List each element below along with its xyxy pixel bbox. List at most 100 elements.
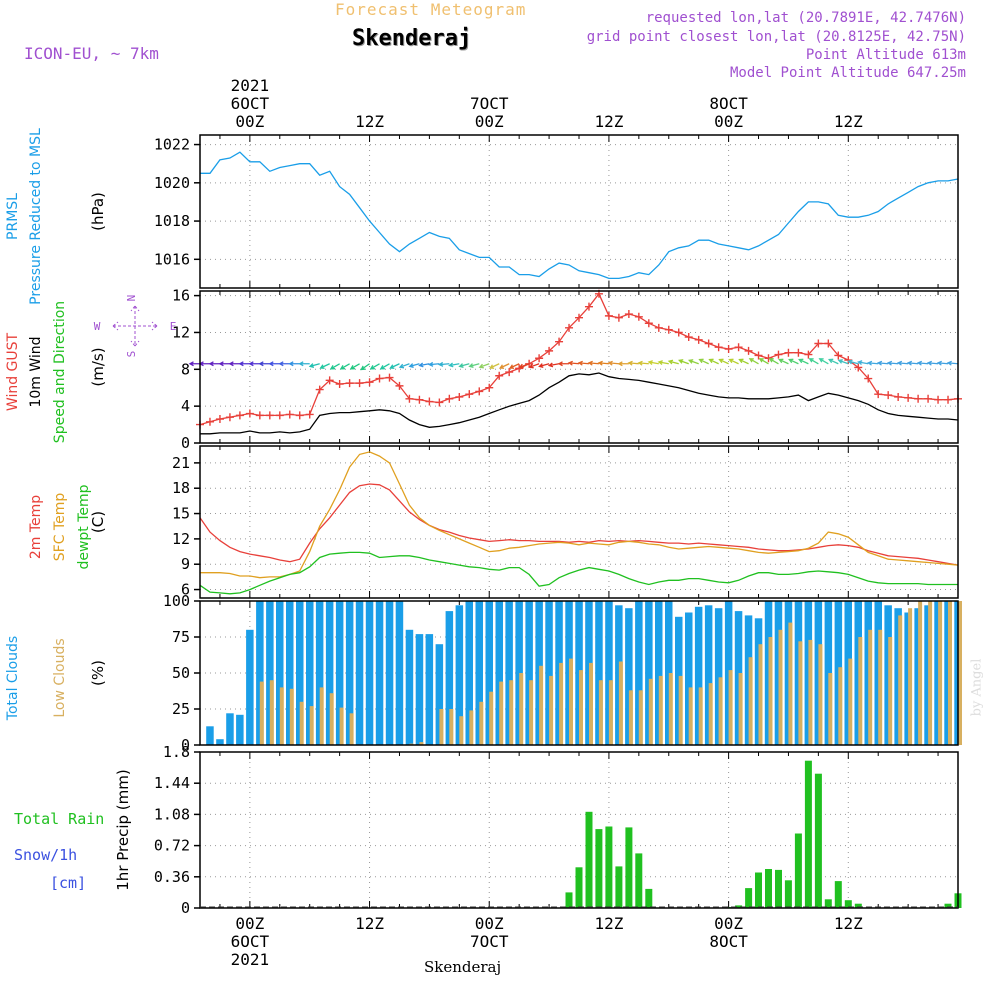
bar	[435, 644, 444, 745]
bar	[878, 629, 883, 745]
y-tick-label: 0.72	[154, 837, 190, 855]
bar	[824, 899, 832, 908]
wind-arrow	[228, 361, 240, 367]
top-time-label: 00Z	[475, 112, 504, 131]
wind-arrow	[567, 360, 580, 366]
bar	[694, 606, 703, 745]
panel-label: Total Rain	[14, 810, 104, 828]
gust-marker	[614, 313, 623, 322]
bar	[605, 601, 613, 745]
wind-arrow	[557, 361, 570, 367]
wind-arrow	[678, 359, 689, 365]
wind-arrow	[349, 363, 360, 370]
wind-arrow	[657, 360, 669, 366]
panel-label: dewpt Temp	[76, 484, 92, 569]
bar	[216, 739, 224, 745]
gust-marker	[704, 339, 713, 348]
bar	[375, 601, 384, 745]
wind-arrow	[597, 360, 609, 366]
panel-label: Speed and Direction	[52, 301, 68, 443]
bar	[455, 605, 464, 745]
gust-marker	[584, 302, 593, 311]
wind-arrow	[837, 359, 849, 365]
gust-marker	[654, 323, 663, 332]
bar	[774, 601, 783, 745]
bar	[638, 690, 643, 745]
wind-arrow	[758, 358, 769, 365]
bottom-time-label: 00Z	[235, 914, 264, 933]
bar	[365, 601, 374, 745]
wind-arrow	[768, 358, 779, 365]
wind-arrow	[468, 363, 480, 368]
wind-arrow	[528, 363, 540, 369]
bar	[775, 869, 782, 908]
bar	[499, 681, 504, 745]
bar	[948, 601, 952, 745]
bar	[349, 713, 354, 745]
bar	[685, 612, 693, 745]
gust-marker	[435, 398, 444, 407]
gust-marker	[575, 313, 583, 322]
bar	[266, 601, 274, 745]
bar	[625, 827, 633, 908]
bar	[898, 615, 903, 745]
gust-marker	[245, 409, 254, 418]
bar	[755, 872, 762, 908]
gust-marker	[255, 411, 264, 420]
gust-marker	[355, 379, 364, 388]
wind-arrow	[667, 359, 679, 365]
bar	[595, 829, 603, 908]
bar	[625, 608, 633, 745]
bar	[319, 687, 324, 745]
y-tick-label: 1022	[154, 136, 190, 154]
gust-marker	[644, 319, 653, 328]
y-tick-label: 0.36	[154, 868, 190, 886]
bar	[765, 869, 772, 908]
gust-marker	[425, 397, 434, 406]
wind-arrow	[518, 363, 530, 369]
gust-marker	[515, 364, 524, 373]
bar	[714, 608, 723, 745]
bar	[848, 658, 853, 745]
series-line	[199, 483, 959, 566]
y-tick-label: 75	[172, 628, 190, 646]
bar	[299, 701, 304, 745]
wind-arrow	[708, 358, 719, 365]
bar	[479, 701, 484, 745]
panel-label: Wind GUST	[5, 332, 21, 411]
wind-arrow	[698, 358, 709, 365]
bar	[286, 601, 294, 745]
wind-arrow	[788, 358, 799, 365]
gust-marker	[914, 394, 923, 403]
bar	[449, 709, 454, 745]
gust-marker	[884, 391, 893, 400]
series-line	[199, 292, 959, 426]
top-time-label: 12Z	[355, 112, 384, 131]
y-tick-label: 12	[172, 530, 190, 548]
bar	[834, 881, 842, 908]
panel-label: PRMSL	[5, 193, 21, 240]
panel-label: Total Clouds	[5, 636, 21, 721]
bar	[828, 673, 833, 745]
gust-marker	[525, 359, 534, 368]
gust-marker	[535, 354, 544, 363]
wind-arrow	[248, 361, 260, 367]
bar	[325, 601, 334, 745]
bar	[246, 629, 254, 745]
gust-marker	[784, 348, 793, 357]
bar	[615, 866, 623, 908]
gust-marker	[225, 413, 234, 422]
bottom-time-label: 7OCT	[470, 932, 509, 951]
wind-arrow	[379, 363, 390, 370]
header-requested: requested lon,lat (20.7891E, 42.7476N)	[645, 10, 966, 26]
wind-arrow	[808, 358, 819, 365]
bar	[844, 601, 852, 745]
bar	[236, 714, 244, 745]
y-tick-label: 6	[181, 581, 190, 599]
bar	[469, 710, 474, 745]
bar	[814, 773, 822, 908]
header-model: ICON-EU, ~ 7km	[24, 44, 159, 63]
bar	[758, 644, 763, 745]
bar	[585, 601, 593, 745]
